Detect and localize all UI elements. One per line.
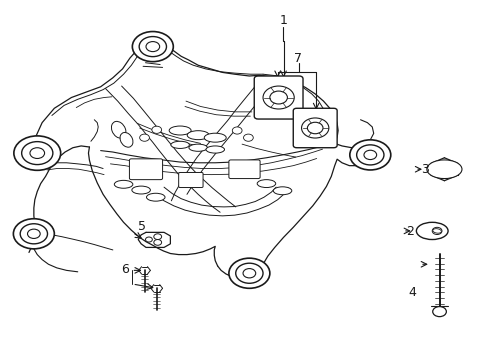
Ellipse shape bbox=[169, 126, 191, 135]
Ellipse shape bbox=[415, 222, 447, 239]
Ellipse shape bbox=[114, 180, 133, 188]
Text: 1: 1 bbox=[279, 14, 287, 27]
Circle shape bbox=[235, 263, 263, 283]
Ellipse shape bbox=[432, 229, 441, 233]
Circle shape bbox=[232, 127, 242, 134]
FancyBboxPatch shape bbox=[178, 172, 203, 188]
Circle shape bbox=[139, 37, 166, 57]
Circle shape bbox=[14, 136, 61, 170]
Circle shape bbox=[140, 134, 149, 141]
Circle shape bbox=[432, 307, 446, 317]
Ellipse shape bbox=[188, 144, 207, 151]
FancyBboxPatch shape bbox=[254, 76, 303, 119]
Circle shape bbox=[132, 32, 173, 62]
Circle shape bbox=[356, 145, 383, 165]
Circle shape bbox=[263, 86, 294, 109]
Ellipse shape bbox=[204, 133, 226, 142]
Circle shape bbox=[307, 122, 323, 134]
Circle shape bbox=[146, 41, 159, 51]
Circle shape bbox=[431, 227, 441, 234]
Circle shape bbox=[21, 141, 53, 165]
Circle shape bbox=[301, 118, 328, 138]
Circle shape bbox=[349, 140, 390, 170]
FancyBboxPatch shape bbox=[293, 108, 336, 148]
Circle shape bbox=[20, 224, 47, 244]
Circle shape bbox=[154, 234, 161, 239]
Circle shape bbox=[154, 239, 161, 245]
Ellipse shape bbox=[111, 121, 126, 138]
FancyBboxPatch shape bbox=[129, 159, 162, 180]
Ellipse shape bbox=[170, 141, 189, 148]
Text: 3: 3 bbox=[420, 163, 428, 176]
Circle shape bbox=[30, 148, 44, 158]
Ellipse shape bbox=[132, 186, 150, 194]
Ellipse shape bbox=[205, 146, 224, 153]
Text: 7: 7 bbox=[294, 51, 302, 64]
Circle shape bbox=[438, 165, 449, 174]
Circle shape bbox=[27, 229, 40, 238]
Text: 5: 5 bbox=[138, 220, 146, 233]
Ellipse shape bbox=[257, 180, 275, 188]
Circle shape bbox=[363, 150, 376, 159]
Ellipse shape bbox=[146, 193, 164, 201]
Circle shape bbox=[228, 258, 269, 288]
FancyBboxPatch shape bbox=[228, 160, 260, 179]
Text: 6: 6 bbox=[121, 263, 129, 276]
Ellipse shape bbox=[120, 132, 133, 147]
Circle shape bbox=[145, 237, 152, 242]
Circle shape bbox=[13, 219, 54, 249]
Ellipse shape bbox=[273, 187, 291, 195]
Circle shape bbox=[243, 134, 253, 141]
Text: 4: 4 bbox=[408, 287, 416, 300]
Circle shape bbox=[152, 126, 161, 134]
Text: 2: 2 bbox=[406, 225, 413, 238]
Circle shape bbox=[269, 91, 287, 104]
Ellipse shape bbox=[426, 160, 461, 179]
Ellipse shape bbox=[187, 131, 209, 140]
Circle shape bbox=[243, 269, 255, 278]
Circle shape bbox=[433, 161, 454, 177]
